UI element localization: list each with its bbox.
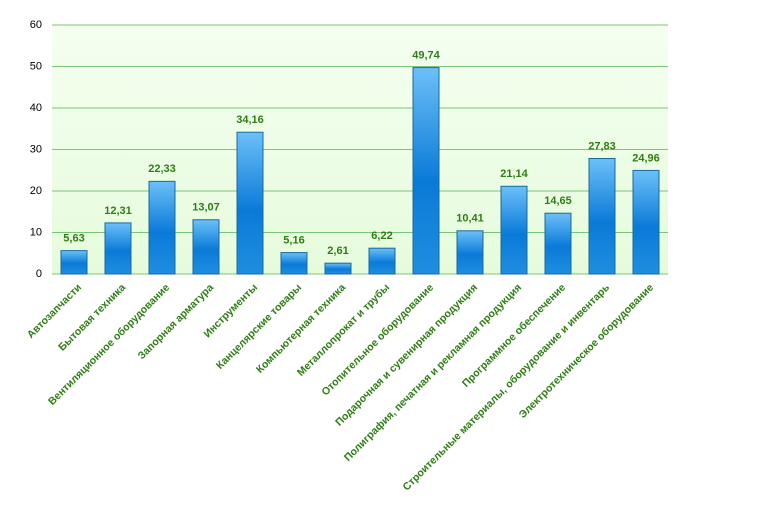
bar xyxy=(280,252,308,275)
bar xyxy=(148,180,176,275)
x-tick-label: Канцелярские товары xyxy=(214,282,304,372)
bar xyxy=(544,212,572,275)
value-label: 5,63 xyxy=(63,233,84,245)
value-label: 14,65 xyxy=(544,195,572,207)
bar xyxy=(412,67,440,275)
y-tick-label: 0 xyxy=(36,268,42,280)
y-tick-label: 10 xyxy=(30,226,42,238)
bar xyxy=(324,262,352,275)
x-tick-label: Металлопрокат и трубы xyxy=(295,282,392,379)
bar xyxy=(236,131,264,275)
x-tick-label: Запорная арматура xyxy=(136,281,217,362)
value-label: 2,61 xyxy=(327,245,348,257)
value-label: 27,83 xyxy=(588,140,616,152)
x-tick-label: Компьютерная техника xyxy=(254,281,348,375)
y-tick-label: 20 xyxy=(30,185,42,197)
bar xyxy=(588,158,616,275)
y-tick-label: 50 xyxy=(30,60,42,72)
y-tick-label: 60 xyxy=(30,19,42,31)
value-label: 13,07 xyxy=(192,202,220,214)
value-label: 49,74 xyxy=(412,49,440,61)
value-label: 6,22 xyxy=(371,230,392,242)
bar xyxy=(192,219,220,275)
y-tick-label: 40 xyxy=(30,102,42,114)
value-label: 12,31 xyxy=(104,205,132,217)
y-tick-label: 30 xyxy=(30,143,42,155)
bar xyxy=(456,230,484,275)
value-label: 34,16 xyxy=(236,114,264,126)
value-label: 5,16 xyxy=(283,234,304,246)
bar xyxy=(368,247,396,275)
bar xyxy=(60,250,88,275)
value-label: 24,96 xyxy=(632,152,660,164)
bar xyxy=(632,169,660,275)
value-label: 22,33 xyxy=(148,163,176,175)
x-tick-label: Строительные материалы, оборудование и и… xyxy=(400,281,612,493)
value-label: 10,41 xyxy=(456,213,484,225)
value-label: 21,14 xyxy=(500,168,528,180)
bar xyxy=(500,185,528,275)
bar xyxy=(104,222,132,275)
